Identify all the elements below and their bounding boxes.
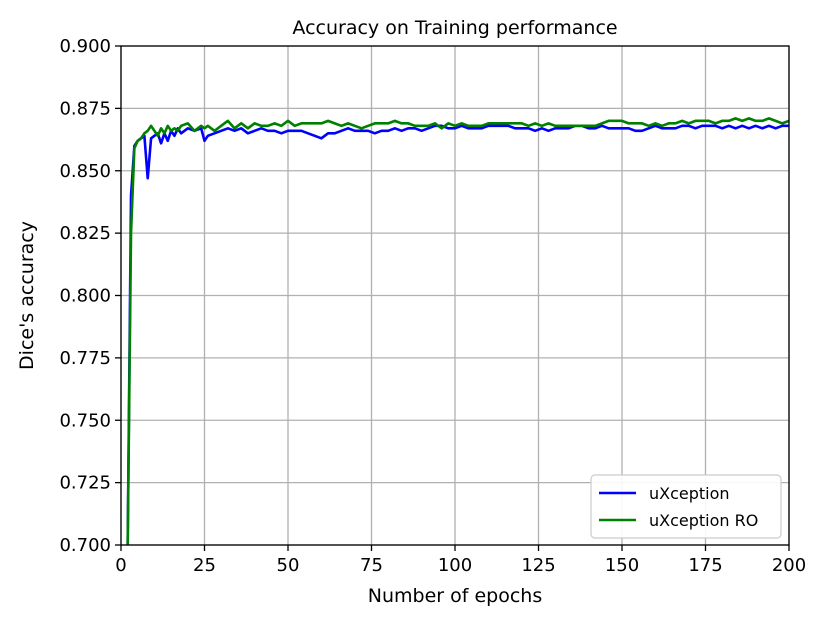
x-tick-label: 100 <box>438 555 472 576</box>
x-tick-label: 25 <box>193 555 216 576</box>
x-tick-label: 150 <box>605 555 639 576</box>
x-tick-label: 50 <box>277 555 300 576</box>
y-tick-label: 0.875 <box>59 98 111 119</box>
legend: uXception uXception RO <box>590 474 782 539</box>
chart-title: Accuracy on Training performance <box>292 17 617 39</box>
y-tick-label: 0.825 <box>59 223 111 244</box>
y-tick-label: 0.700 <box>59 535 111 556</box>
legend-label: uXception RO <box>649 511 758 530</box>
y-tick-label: 0.725 <box>59 473 111 494</box>
grid <box>120 45 790 546</box>
axis-ticks: 0 25 50 75 100 125 150 175 200 0.700 0.725 0.750 0.7… <box>59 36 806 576</box>
y-tick-label: 0.750 <box>59 410 111 431</box>
legend-label: uXception <box>649 484 730 503</box>
y-tick-label: 0.775 <box>59 348 111 369</box>
x-tick-label: 125 <box>521 555 555 576</box>
y-tick-label: 0.800 <box>59 286 111 307</box>
y-axis-title: Dice's accuracy <box>16 221 38 370</box>
series-line-uxception-ro <box>126 117 789 545</box>
x-axis-title: Number of epochs <box>368 585 542 607</box>
x-tick-label: 75 <box>360 555 383 576</box>
x-tick-label: 175 <box>688 555 722 576</box>
series-lines <box>126 117 789 545</box>
x-tick-label: 200 <box>772 555 806 576</box>
y-tick-label: 0.900 <box>59 36 111 57</box>
legend-box <box>590 474 782 539</box>
x-tick-label: 0 <box>115 555 126 576</box>
y-tick-label: 0.850 <box>59 161 111 182</box>
